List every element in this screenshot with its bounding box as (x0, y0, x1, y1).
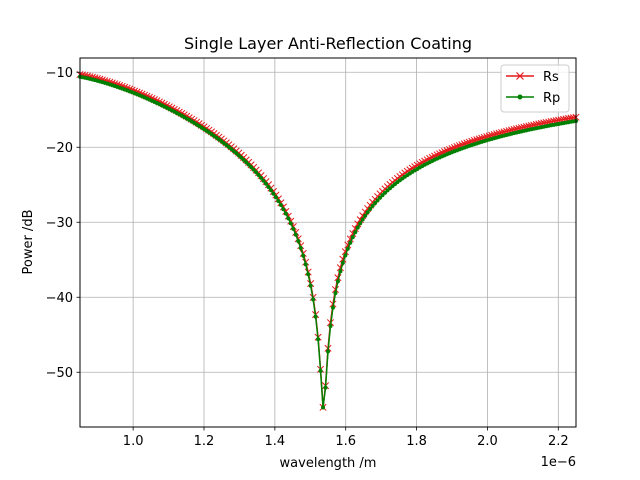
data-point (293, 232, 298, 237)
data-point (350, 235, 355, 240)
x-tick-label: 1.4 (265, 434, 286, 449)
data-point (330, 305, 335, 310)
data-point (278, 203, 283, 208)
data-point (318, 368, 323, 373)
data-point (298, 245, 303, 250)
data-point (308, 283, 313, 288)
data-point (256, 173, 261, 178)
data-point (276, 199, 281, 204)
data-point (373, 201, 378, 206)
legend-label-rs: Rs (543, 70, 559, 85)
data-point (283, 211, 288, 216)
data-point (268, 188, 273, 193)
legend-marker-rs (516, 72, 524, 80)
data-point (338, 269, 343, 274)
data-point (264, 181, 268, 186)
y-tick-label: −30 (46, 216, 73, 231)
data-point (368, 207, 373, 212)
data-point (288, 221, 293, 226)
data-point (261, 178, 266, 183)
data-point (355, 225, 360, 230)
data-point (321, 405, 326, 410)
data-point (244, 160, 249, 165)
data-point (254, 170, 259, 175)
data-point (331, 285, 339, 294)
x-tick-label: 1.2 (194, 434, 215, 449)
data-point (326, 349, 330, 354)
series-layer (76, 70, 580, 411)
plot-area (80, 58, 576, 427)
plot-frame (79, 57, 577, 428)
data-point (313, 314, 318, 319)
data-point (266, 184, 271, 189)
x-tick-label: 1.0 (123, 434, 144, 449)
x-tick-label: 2.0 (477, 434, 498, 449)
data-point (259, 175, 264, 180)
data-point (271, 191, 276, 196)
data-point (363, 213, 368, 218)
legend-marker-rp (517, 94, 523, 100)
data-point (286, 216, 291, 221)
data-point (316, 337, 321, 342)
data-point (291, 226, 296, 231)
y-tick-label: −20 (46, 141, 73, 156)
data-point (273, 195, 278, 200)
chart-title: Single Layer Anti-Reflection Coating (184, 34, 472, 53)
y-tick-label: −40 (46, 291, 73, 306)
x-tick-label: 2.2 (548, 434, 569, 449)
data-point (375, 198, 380, 203)
data-point (328, 324, 333, 329)
y-axis-label: Power /dB (21, 210, 36, 275)
data-point (360, 217, 365, 222)
ticks: 1.0 1.2 1.4 1.6 1.8 2.0 2.2 −10 −20 −30 −40 −50 (46, 66, 569, 449)
x-axis-label: wavelength /m (280, 456, 377, 471)
data-point (296, 239, 301, 244)
legend: Rs Rp (500, 64, 570, 113)
x-tick-label: 1.6 (335, 434, 356, 449)
series-rp (78, 74, 578, 410)
data-point (303, 262, 308, 267)
data-point (333, 291, 338, 296)
data-point (378, 195, 383, 200)
data-point (340, 260, 345, 265)
data-point (335, 279, 340, 284)
data-point (359, 212, 367, 220)
data-point (301, 253, 306, 258)
data-point (370, 203, 375, 208)
x-axis-offset-label: 1e−6 (541, 455, 576, 470)
data-point (343, 253, 348, 258)
y-tick-label: −50 (46, 366, 73, 381)
data-point (380, 193, 385, 198)
data-point (353, 230, 358, 235)
data-point (345, 246, 350, 251)
data-point (306, 272, 311, 277)
grid (80, 58, 576, 427)
data-point (246, 162, 251, 167)
data-point (251, 167, 256, 172)
data-point (311, 297, 316, 302)
data-point (348, 240, 353, 245)
x-tick-label: 1.8 (406, 434, 427, 449)
y-tick-label: −10 (46, 66, 73, 81)
data-point (249, 165, 254, 170)
data-point (365, 210, 370, 215)
data-point (281, 207, 286, 212)
legend-label-rp: Rp (543, 91, 560, 106)
data-point (323, 385, 328, 390)
data-point (358, 221, 363, 226)
